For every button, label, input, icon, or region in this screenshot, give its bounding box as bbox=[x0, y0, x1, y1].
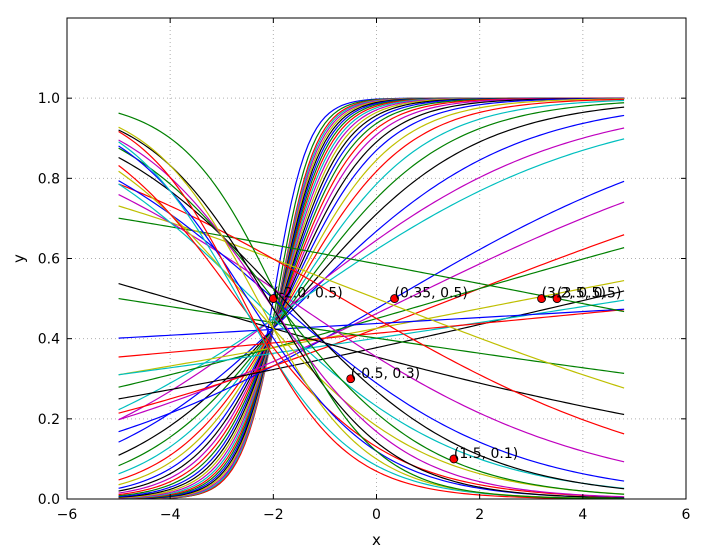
sigmoid-curve bbox=[118, 98, 625, 481]
point-annotation: (3.2, 0.5) bbox=[542, 286, 606, 302]
y-tick-label: 0.2 bbox=[38, 412, 60, 428]
point-annotation: (1.5, 0.1) bbox=[454, 446, 518, 462]
x-tick-label: 2 bbox=[475, 507, 484, 523]
axis-ticks: −6 −4 −2 0 2 4 6 0.0 0.2 0.4 0.6 0.8 1.0 bbox=[38, 18, 691, 523]
sigmoid-curve bbox=[118, 205, 625, 389]
sigmoid-curve bbox=[118, 102, 625, 467]
sigmoid-curve bbox=[118, 147, 625, 495]
sigmoid-curve bbox=[118, 180, 625, 482]
sigmoid-curve bbox=[118, 127, 625, 421]
x-tick-label: −4 bbox=[160, 507, 181, 523]
sigmoid-curve bbox=[118, 297, 625, 374]
y-tick-label: 0.0 bbox=[38, 492, 60, 508]
point-annotation: (-2.0, 0.5) bbox=[273, 286, 342, 302]
sigmoid-curve bbox=[118, 97, 625, 492]
x-tick-label: 6 bbox=[682, 507, 691, 523]
y-tick-label: 0.8 bbox=[38, 171, 60, 187]
y-axis-label: y bbox=[10, 254, 28, 263]
point-group bbox=[268, 294, 562, 464]
annotation-group: (-2.0, 0.5) (0.35, 0.5) (-0.5, 0.3) (1.5, 0… bbox=[273, 286, 621, 462]
y-tick-label: 0.6 bbox=[38, 252, 60, 268]
sigmoid-curve bbox=[118, 112, 625, 499]
sigmoid-curve bbox=[118, 165, 625, 498]
sigmoid-curve bbox=[118, 308, 625, 339]
sigmoid-curve bbox=[118, 247, 625, 388]
sigmoid-curve bbox=[118, 130, 625, 499]
sigmoid-curve bbox=[118, 97, 625, 489]
sigmoid-curve bbox=[118, 234, 625, 414]
data-point bbox=[449, 454, 459, 464]
sigmoid-curve bbox=[118, 98, 625, 486]
data-point bbox=[537, 294, 546, 303]
data-point bbox=[390, 294, 399, 303]
x-tick-label: −2 bbox=[263, 507, 284, 523]
sigmoid-curve bbox=[118, 114, 625, 443]
sigmoid-curve bbox=[118, 139, 625, 498]
data-point bbox=[346, 374, 356, 384]
data-point bbox=[552, 294, 562, 303]
sigmoid-curve bbox=[118, 106, 625, 456]
sigmoid-curve bbox=[118, 99, 625, 475]
point-annotation: (0.35, 0.5) bbox=[395, 286, 468, 302]
data-point bbox=[268, 294, 278, 303]
sigmoid-curve bbox=[118, 283, 625, 416]
x-tick-label: 0 bbox=[372, 507, 381, 523]
sigmoid-curve bbox=[118, 156, 625, 490]
sigmoid-curve bbox=[118, 183, 625, 489]
y-tick-label: 0.4 bbox=[38, 332, 60, 348]
x-axis-label: x bbox=[372, 531, 381, 549]
sigmoid-curve bbox=[118, 290, 625, 400]
sigmoid-curve bbox=[118, 299, 625, 376]
sigmoid-curve bbox=[118, 180, 625, 433]
sigmoid-curve bbox=[118, 129, 625, 499]
point-annotation: (-0.5, 0.3) bbox=[351, 366, 420, 382]
y-tick-label: 1.0 bbox=[38, 91, 60, 107]
sigmoid-curve bbox=[118, 194, 625, 463]
sigmoid-curve bbox=[118, 183, 625, 435]
sigmoid-curve bbox=[118, 138, 625, 411]
x-tick-label: 4 bbox=[578, 507, 587, 523]
point-annotation: (3.5, 0.5) bbox=[557, 286, 621, 302]
sigmoid-curve bbox=[118, 309, 625, 358]
x-tick-label: −6 bbox=[57, 507, 78, 523]
